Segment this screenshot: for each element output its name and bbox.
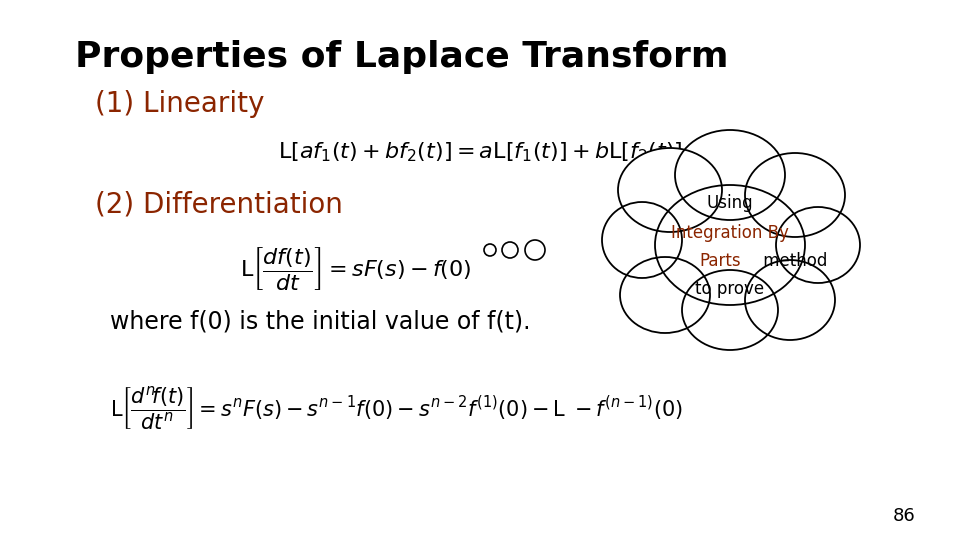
Text: Properties of Laplace Transform: Properties of Laplace Transform — [75, 40, 729, 74]
Text: $\mathrm{L}\left[\dfrac{d^n\!f(t)}{dt^n}\right] = s^n F(s)-s^{n-1}f(0)-s^{n-2}f^: $\mathrm{L}\left[\dfrac{d^n\!f(t)}{dt^n}… — [110, 385, 683, 433]
Text: where f(0) is the initial value of f(t).: where f(0) is the initial value of f(t). — [110, 310, 531, 334]
Text: $\mathrm{L}[af_1(t)+bf_2(t)] = a\mathrm{L}[f_1(t)]+b\mathrm{L}[f_2(t)]$: $\mathrm{L}[af_1(t)+bf_2(t)] = a\mathrm{… — [277, 140, 683, 164]
Ellipse shape — [745, 260, 835, 340]
Ellipse shape — [675, 130, 785, 220]
Ellipse shape — [745, 153, 845, 237]
Ellipse shape — [655, 185, 805, 305]
Text: Using: Using — [707, 194, 754, 212]
Ellipse shape — [618, 148, 722, 232]
Text: $\mathrm{L}\left[\dfrac{df(t)}{dt}\right] = sF(s)-f(0)$: $\mathrm{L}\left[\dfrac{df(t)}{dt}\right… — [240, 245, 471, 292]
Text: to prove: to prove — [695, 280, 764, 298]
Text: Integration By: Integration By — [671, 224, 789, 242]
Ellipse shape — [620, 257, 710, 333]
Text: 86: 86 — [892, 507, 915, 525]
Ellipse shape — [602, 202, 682, 278]
Text: (2) Differentiation: (2) Differentiation — [95, 190, 343, 218]
Ellipse shape — [776, 207, 860, 283]
Text: method: method — [758, 252, 828, 270]
Ellipse shape — [682, 270, 778, 350]
Text: (1) Linearity: (1) Linearity — [95, 90, 264, 118]
Text: Parts: Parts — [699, 252, 741, 270]
